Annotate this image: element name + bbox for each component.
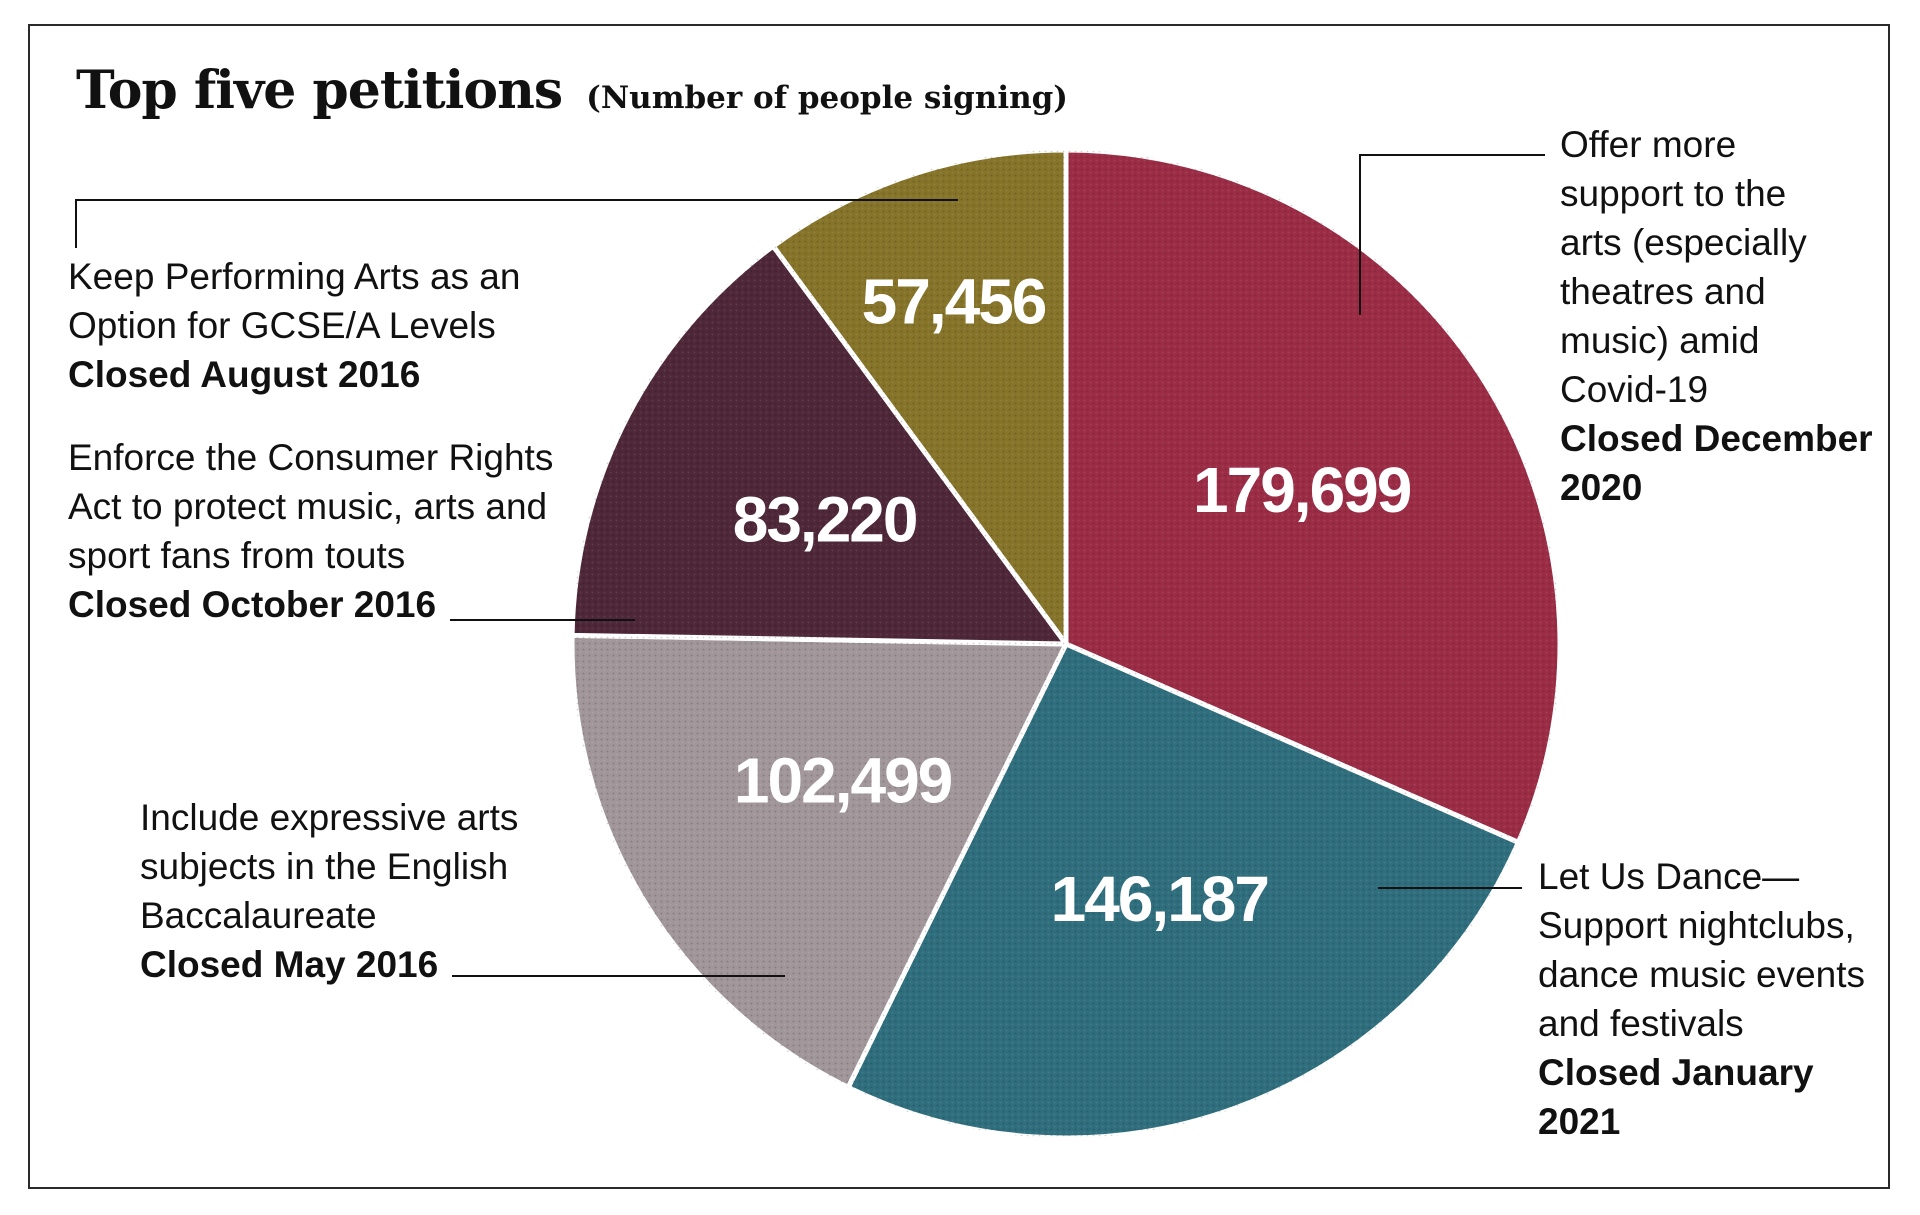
label-line: Covid-19 [1560,369,1709,410]
label-line: sport fans from touts [68,535,406,576]
pie-slice-texture [1066,150,1561,843]
label-consumer-rights: Enforce the Consumer Rights Act to prote… [68,433,553,629]
label-let-us-dance: Let Us Dance— Support nightclubs, dance … [1538,852,1865,1146]
leader-lines [75,154,1545,977]
label-line: Keep Performing Arts as an [68,256,521,297]
pie-slice-texture [572,635,1066,1088]
label-line: Offer more [1560,124,1737,165]
label-line: theatres and [1560,271,1766,312]
leader-line-arts-support [1359,154,1545,315]
value-label-expressive-arts: 102,499 [734,745,952,817]
label-line: support to the [1560,173,1787,214]
label-closed-date: Closed January [1538,1052,1814,1093]
label-closed-date: Closed December [1560,418,1873,459]
chart-subtitle: (Number of people signing) [586,80,1068,116]
pie-slice-texture [848,644,1519,1139]
pie-slice-texture [572,246,1066,644]
label-line: music) amid [1560,320,1760,361]
label-line: Baccalaureate [140,895,377,936]
value-label-arts-support: 179,699 [1193,454,1411,526]
label-closed-date: Closed August 2016 [68,354,421,395]
value-label-consumer-rights: 83,220 [733,483,917,555]
label-line: Act to protect music, arts and [68,486,548,527]
label-expressive-arts: Include expressive arts subjects in the … [140,793,518,989]
leader-line-gcse [75,199,958,248]
pie-texture [572,150,1561,1139]
label-line: Support nightclubs, [1538,905,1855,946]
label-line: and festivals [1538,1003,1744,1044]
label-arts-support: Offer more support to the arts (especial… [1560,120,1873,512]
label-closed-date: 2021 [1538,1101,1621,1142]
label-line: Enforce the Consumer Rights [68,437,554,478]
chart-title: Top five petitions [76,60,563,121]
value-label-let-us-dance: 146,187 [1051,863,1268,935]
value-label-gcse: 57,456 [862,265,1046,337]
label-line: subjects in the English [140,846,509,887]
label-gcse: Keep Performing Arts as an Option for GC… [68,252,520,399]
label-closed-date: Closed October 2016 [68,584,437,625]
label-line: arts (especially [1560,222,1807,263]
label-line: dance music events [1538,954,1866,995]
title-block: Top five petitions (Number of people sig… [76,60,1068,121]
label-line: Let Us Dance— [1538,856,1800,897]
label-closed-date: 2020 [1560,467,1643,508]
label-line: Option for GCSE/A Levels [68,305,496,346]
label-closed-date: Closed May 2016 [140,944,439,985]
label-line: Include expressive arts [140,797,519,838]
value-labels: 179,699 146,187 102,499 83,220 57,456 [733,265,1413,935]
pie-slice-texture [773,150,1066,644]
